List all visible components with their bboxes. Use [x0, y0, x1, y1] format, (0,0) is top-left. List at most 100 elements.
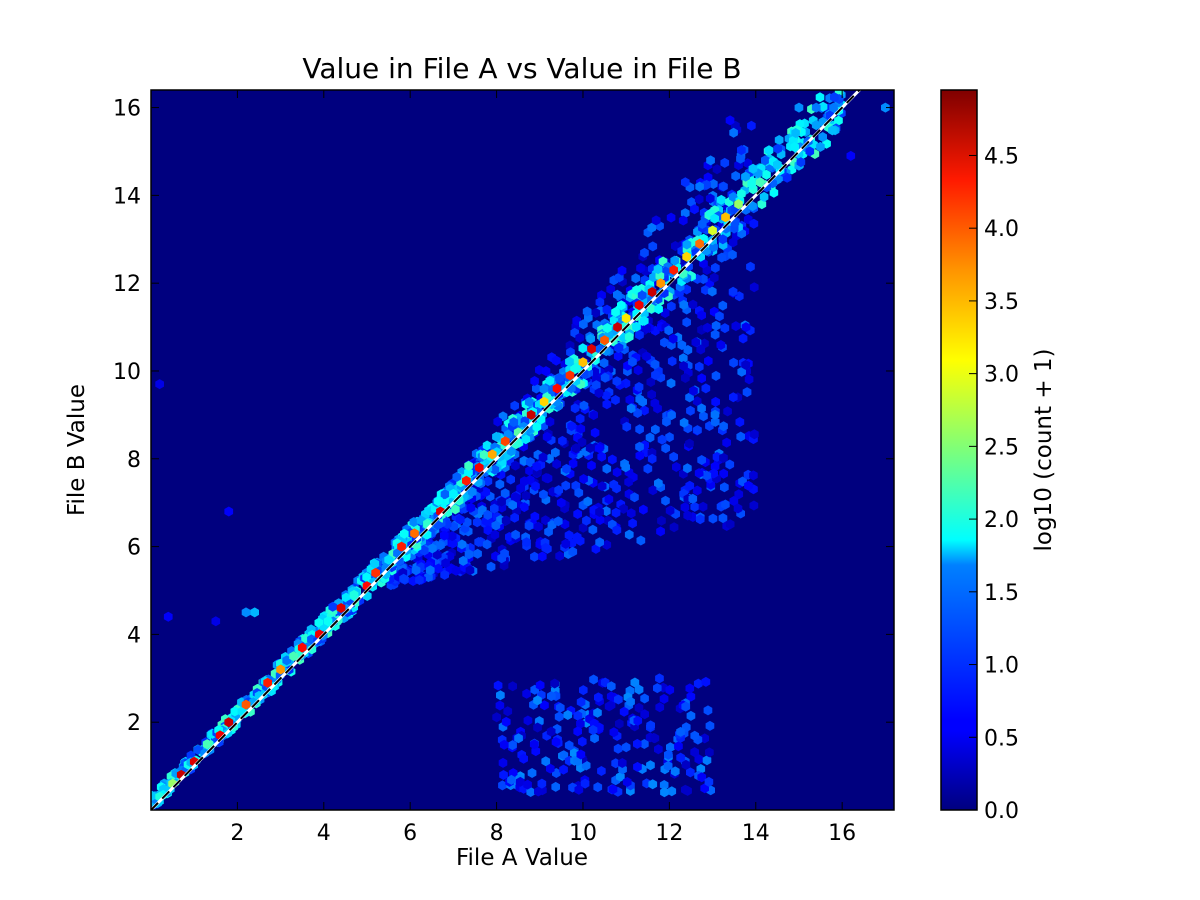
- hexbin-cell: [630, 677, 640, 688]
- hexbin-cell: [568, 546, 578, 557]
- hexbin-cell: [593, 707, 602, 718]
- hexbin-cell: [425, 565, 435, 576]
- hexbin-cell: [561, 480, 571, 491]
- hexbin-cell: [687, 197, 696, 208]
- hexbin-cell: [665, 432, 674, 443]
- hexbin-cell: [738, 333, 748, 344]
- hexbin-cell: [576, 718, 585, 729]
- hexbin-cell-dense: [600, 335, 609, 346]
- hexbin-cell: [501, 515, 511, 526]
- x-tick-label: 14: [742, 821, 770, 846]
- hexbin-cell: [621, 742, 631, 753]
- hexbin-cell: [546, 763, 555, 774]
- hexbin-cell: [506, 474, 515, 485]
- hexbin-cell: [568, 458, 578, 469]
- hexbin-cell: [539, 384, 549, 394]
- hexbin-cell: [612, 525, 622, 536]
- hexbin-cell: [634, 684, 644, 695]
- hexbin-cell: [602, 506, 611, 517]
- hexbin-cell: [569, 748, 579, 759]
- hexbin-cell: [224, 506, 234, 517]
- hexbin-cell-dense: [202, 739, 212, 750]
- hexbin-cell: [241, 607, 251, 618]
- hexbin-cell: [655, 673, 664, 684]
- hexbin-cell: [608, 454, 617, 465]
- hexbin-cell: [465, 565, 475, 576]
- hexbin-cell: [729, 496, 739, 506]
- hexbin-cell: [719, 468, 728, 479]
- hexbin-cell-dense: [695, 238, 704, 249]
- hexbin-cell: [534, 786, 543, 797]
- hexbin-cell: [609, 727, 619, 738]
- hexbin-cell: [662, 416, 671, 427]
- hexbin-cell-dense: [587, 344, 596, 354]
- hexbin-cell: [551, 355, 561, 366]
- hexbin-cell: [508, 740, 517, 751]
- hexbin-cell: [690, 730, 699, 741]
- hexbin-cell: [611, 758, 620, 769]
- hexbin-cell: [458, 555, 468, 566]
- hexbin-cell: [491, 520, 501, 531]
- hexbin-cell: [725, 519, 735, 530]
- hexbin-cell: [527, 768, 537, 778]
- hexbin-cell: [695, 514, 705, 525]
- y-tick-label: 12: [113, 272, 141, 297]
- hexbin-cell: [567, 421, 576, 432]
- hexbin-cell: [647, 222, 656, 233]
- hexbin-cell: [400, 528, 409, 539]
- hexbin-cell: [747, 179, 756, 190]
- hexbin-cell: [581, 760, 591, 771]
- hexbin-cell: [696, 344, 706, 355]
- hexbin-cell: [580, 778, 590, 789]
- hexbin-cell: [570, 403, 580, 414]
- hexbin-cell: [729, 357, 738, 368]
- colorbar-tick-label: 3.5: [984, 290, 1019, 315]
- hexbin-cell-dense: [397, 541, 406, 552]
- hexbin-cell: [554, 711, 564, 722]
- hexbin-cell: [507, 446, 516, 457]
- chart-title: Value in File A vs Value in File B: [302, 52, 741, 85]
- colorbar-tick-label: 4.0: [984, 217, 1019, 242]
- hexbin-cell: [541, 756, 551, 767]
- hexbin-cell: [452, 471, 462, 482]
- hexbin-cell: [612, 483, 621, 494]
- hexbin-cell: [583, 496, 593, 507]
- hexbin-cell: [490, 503, 499, 514]
- hexbin-cell: [525, 465, 534, 476]
- hexbin-cell: [590, 733, 599, 744]
- hexbin-cell-dense: [773, 159, 782, 170]
- hexbin-cell: [457, 539, 467, 550]
- hexbin-cell: [659, 693, 669, 704]
- hexbin-cell: [492, 431, 501, 442]
- hexbin-cell: [588, 725, 598, 735]
- hexbin-cell: [571, 443, 581, 454]
- hexbin-cell: [811, 102, 821, 113]
- hexbin-cell: [638, 396, 647, 407]
- hexbin-cell: [700, 733, 709, 744]
- hexbin-cell: [625, 394, 635, 405]
- hexbin-cell: [451, 565, 461, 576]
- hexbin-cell-dense: [565, 370, 575, 381]
- hexbin-cell: [523, 715, 533, 726]
- hexbin-cell: [750, 429, 759, 440]
- hexbin-cell: [728, 237, 738, 248]
- hexbin-cell: [694, 468, 704, 479]
- hexbin-cell: [815, 92, 825, 103]
- hexbin-cell: [703, 705, 713, 716]
- hexbin-cell: [640, 709, 649, 720]
- hexbin-cell: [466, 502, 476, 513]
- hexbin-cell: [692, 396, 702, 407]
- hexbin-cell: [639, 504, 648, 515]
- hexbin-cell: [608, 784, 618, 795]
- hexbin-cell: [633, 715, 643, 726]
- hexbin-cell-dense: [621, 313, 631, 324]
- hexbin-cell: [441, 558, 450, 569]
- hexbin-cell: [676, 752, 685, 763]
- y-tick-label: 2: [127, 711, 141, 736]
- hexbin-cell: [647, 453, 657, 464]
- hexbin-cell: [728, 286, 738, 297]
- hexbin-cell: [572, 315, 581, 326]
- hexbin-cell-dense: [613, 322, 622, 333]
- hexbin-cell: [716, 340, 726, 350]
- hexbin-cell: [486, 561, 496, 572]
